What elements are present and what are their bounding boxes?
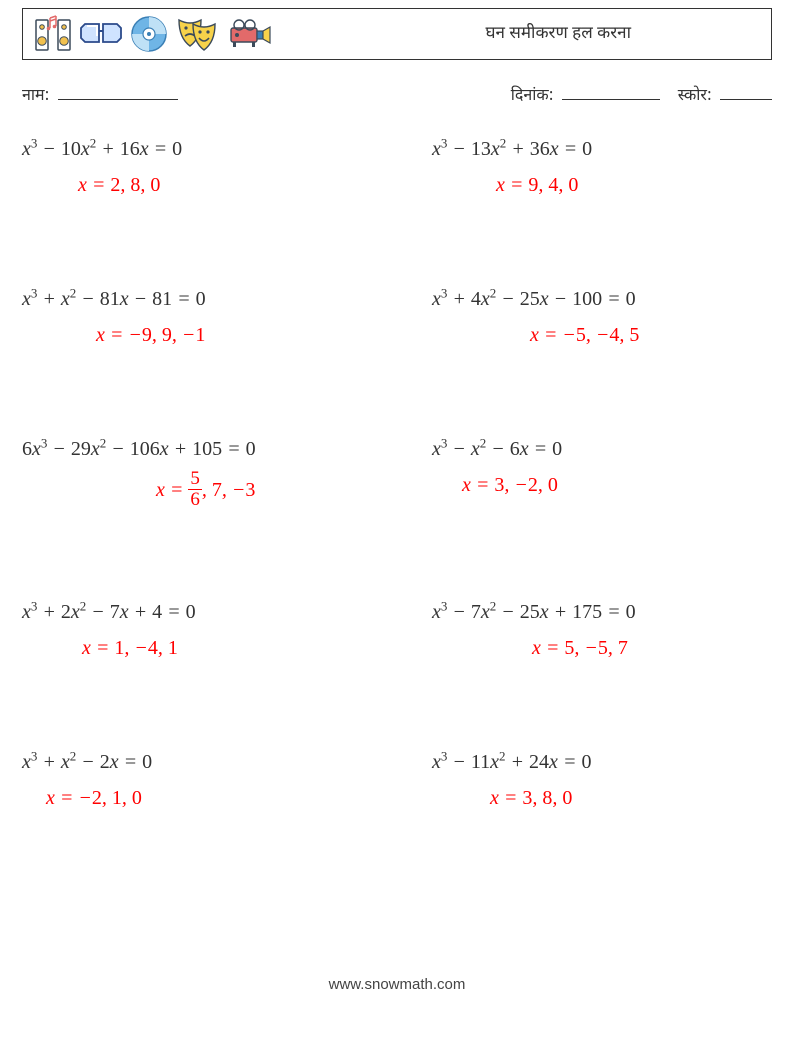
equation: x3 + 4x2 − 25x − 100 = 0 <box>432 285 772 313</box>
problem-1: x3 − 10x2 + 16x = 0 x = 2, 8, 0 <box>22 135 432 199</box>
problem-7: x3 + 2x2 − 7x + 4 = 0 x = 1, −4, 1 <box>22 598 432 662</box>
problem-10: x3 − 11x2 + 24x = 0 x = 3, 8, 0 <box>432 748 772 812</box>
score-line[interactable] <box>720 99 772 100</box>
worksheet-page: घन समीकरण हल करना नाम: दिनांक: स्कोर: x3… <box>0 0 794 898</box>
footer-text: www.snowmath.com <box>329 976 466 993</box>
projector-icon <box>225 14 271 54</box>
answer: x = 56, 7, −3 <box>22 471 432 512</box>
answer: x = 3, 8, 0 <box>432 784 772 812</box>
name-line[interactable] <box>58 99 178 100</box>
equation: x3 − 13x2 + 36x = 0 <box>432 135 772 163</box>
meta-row: नाम: दिनांक: स्कोर: <box>22 86 772 107</box>
equation: 6x3 − 29x2 − 106x + 105 = 0 <box>22 435 432 463</box>
disc-icon <box>129 14 169 54</box>
answer: x = 3, −2, 0 <box>432 471 772 499</box>
problem-8: x3 − 7x2 − 25x + 175 = 0 x = 5, −5, 7 <box>432 598 772 662</box>
answer: x = 2, 8, 0 <box>22 171 432 199</box>
date-label: दिनांक: <box>511 86 558 107</box>
answer: x = −5, −4, 5 <box>432 321 772 349</box>
answer: x = 9, 4, 0 <box>432 171 772 199</box>
answer: x = 1, −4, 1 <box>22 634 432 662</box>
score-label: स्कोर: <box>678 86 716 107</box>
equation: x3 − 10x2 + 16x = 0 <box>22 135 432 163</box>
equation: x3 + 2x2 − 7x + 4 = 0 <box>22 598 432 626</box>
problem-2: x3 − 13x2 + 36x = 0 x = 9, 4, 0 <box>432 135 772 199</box>
header-icons <box>33 14 271 54</box>
problem-5: 6x3 − 29x2 − 106x + 105 = 0 x = 56, 7, −3 <box>22 435 432 512</box>
problems-grid: x3 − 10x2 + 16x = 0 x = 2, 8, 0x3 − 13x2 … <box>22 135 772 898</box>
name-field: नाम: <box>22 86 178 107</box>
glasses-icon <box>79 14 123 54</box>
equation: x3 + x2 − 81x − 81 = 0 <box>22 285 432 313</box>
footer: www.snowmath.com <box>0 976 794 993</box>
equation: x3 − x2 − 6x = 0 <box>432 435 772 463</box>
equation: x3 − 7x2 − 25x + 175 = 0 <box>432 598 772 626</box>
date-field: दिनांक: <box>511 86 660 107</box>
answer: x = −2, 1, 0 <box>22 784 432 812</box>
masks-icon <box>175 14 219 54</box>
answer: x = −9, 9, −1 <box>22 321 432 349</box>
problem-3: x3 + x2 − 81x − 81 = 0 x = −9, 9, −1 <box>22 285 432 349</box>
date-line[interactable] <box>562 99 660 100</box>
problem-6: x3 − x2 − 6x = 0 x = 3, −2, 0 <box>432 435 772 512</box>
speakers-icon <box>33 14 73 54</box>
name-label: नाम: <box>22 86 53 107</box>
equation: x3 − 11x2 + 24x = 0 <box>432 748 772 776</box>
worksheet-title: घन समीकरण हल करना <box>485 23 631 45</box>
problem-4: x3 + 4x2 − 25x − 100 = 0 x = −5, −4, 5 <box>432 285 772 349</box>
problem-9: x3 + x2 − 2x = 0 x = −2, 1, 0 <box>22 748 432 812</box>
answer: x = 5, −5, 7 <box>432 634 772 662</box>
header-box: घन समीकरण हल करना <box>22 8 772 60</box>
score-field: स्कोर: <box>678 86 772 107</box>
equation: x3 + x2 − 2x = 0 <box>22 748 432 776</box>
